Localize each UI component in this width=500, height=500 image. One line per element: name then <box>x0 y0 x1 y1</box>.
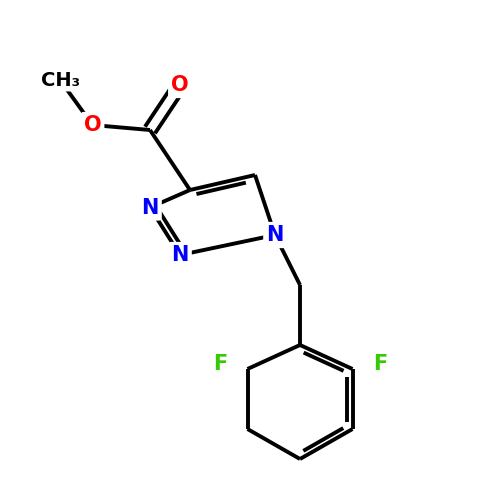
Text: O: O <box>84 115 102 135</box>
Text: N: N <box>266 225 283 245</box>
Text: O: O <box>171 75 189 95</box>
Text: F: F <box>373 354 387 374</box>
Text: F: F <box>213 354 227 374</box>
Text: CH₃: CH₃ <box>40 70 80 90</box>
Text: N: N <box>172 245 188 265</box>
Text: N: N <box>142 198 158 218</box>
